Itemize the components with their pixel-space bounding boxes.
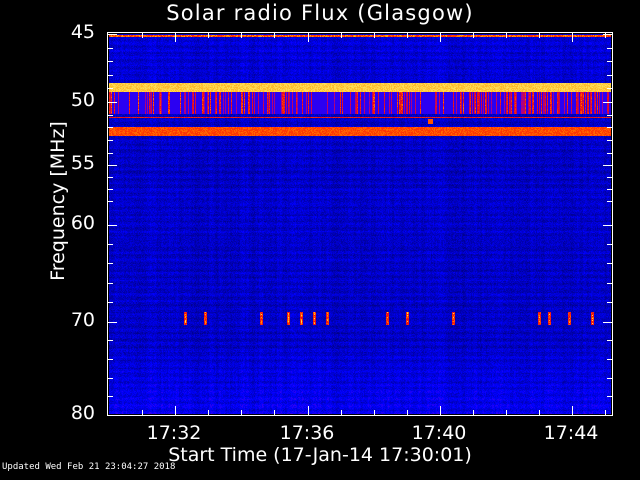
x-axis-minor-tick (241, 410, 242, 415)
y-axis-minor-tick (108, 302, 113, 303)
y-axis-minor-tick (108, 244, 113, 245)
y-axis-minor-tick (108, 127, 113, 128)
y-axis-minor-tick-right (607, 115, 612, 116)
y-axis-tick-label: 50 (70, 89, 95, 111)
y-axis-minor-tick-right (607, 75, 612, 76)
y-axis-minor-tick-right (607, 359, 612, 360)
x-axis-major-tick (440, 406, 441, 415)
y-axis-minor-tick-right (607, 48, 612, 49)
x-axis-major-tick-top (175, 33, 176, 42)
y-axis-minor-tick-right (607, 140, 612, 141)
y-axis-minor-tick (108, 75, 113, 76)
y-axis-tick-label: 45 (70, 21, 95, 43)
y-axis-minor-tick (108, 378, 113, 379)
x-axis-major-tick-top (308, 33, 309, 42)
y-axis-minor-tick (108, 61, 113, 62)
y-axis-minor-tick (108, 189, 113, 190)
y-axis-minor-tick-right (607, 340, 612, 341)
x-axis-major-tick-top (572, 33, 573, 42)
y-axis-major-tick-right (603, 34, 612, 35)
x-axis-minor-tick (374, 410, 375, 415)
y-axis-minor-tick (108, 140, 113, 141)
y-axis-major-tick (108, 102, 117, 103)
y-axis-major-tick-right (603, 102, 612, 103)
x-axis-minor-tick-top (341, 33, 342, 38)
y-axis-major-tick-right (603, 322, 612, 323)
x-axis-minor-tick-top (274, 33, 275, 38)
x-axis-minor-tick-top (142, 33, 143, 38)
y-axis-minor-tick (108, 283, 113, 284)
y-axis-minor-tick-right (607, 263, 612, 264)
y-axis-minor-tick-right (607, 201, 612, 202)
spectrogram-image (109, 34, 611, 414)
x-axis-minor-tick-top (605, 33, 606, 38)
x-axis-minor-tick (539, 410, 540, 415)
x-axis-minor-tick (142, 410, 143, 415)
y-axis-minor-tick (108, 359, 113, 360)
plot-area[interactable] (107, 32, 613, 416)
y-axis-minor-tick-right (607, 283, 612, 284)
x-axis-minor-tick-top (539, 33, 540, 38)
y-axis-major-tick (108, 165, 117, 166)
y-axis-minor-tick (108, 115, 113, 116)
updated-timestamp: Updated Wed Feb 21 23:04:27 2018 (2, 462, 176, 472)
y-axis-minor-tick (108, 340, 113, 341)
x-axis-minor-tick (208, 410, 209, 415)
x-axis-minor-tick-top (374, 33, 375, 38)
x-axis-tick-label: 17:32 (146, 422, 202, 444)
y-axis-minor-tick-right (607, 302, 612, 303)
x-axis-minor-tick (274, 410, 275, 415)
x-axis-title: Start Time (17-Jan-14 17:30:01) (168, 444, 472, 466)
x-axis-minor-tick-top (506, 33, 507, 38)
x-axis-minor-tick (506, 410, 507, 415)
y-axis-major-tick (108, 34, 117, 35)
y-axis-minor-tick-right (607, 189, 612, 190)
x-axis-minor-tick-top (208, 33, 209, 38)
x-axis-minor-tick (605, 410, 606, 415)
y-axis-minor-tick-right (607, 153, 612, 154)
y-axis-minor-tick-right (607, 88, 612, 89)
y-axis-major-tick-right (603, 165, 612, 166)
y-axis-major-tick-right (603, 415, 612, 416)
x-axis-minor-tick (341, 410, 342, 415)
y-axis-minor-tick (108, 48, 113, 49)
y-axis-tick-labels: 45 50 55 60 70 80 (0, 0, 103, 480)
x-axis-minor-tick (407, 410, 408, 415)
y-axis-minor-tick (108, 201, 113, 202)
y-axis-minor-tick-right (607, 177, 612, 178)
y-axis-minor-tick (108, 177, 113, 178)
x-axis-minor-tick-top (407, 33, 408, 38)
x-axis-minor-tick-top (241, 33, 242, 38)
y-axis-minor-tick (108, 396, 113, 397)
y-axis-minor-tick-right (607, 378, 612, 379)
y-axis-major-tick-right (603, 225, 612, 226)
y-axis-minor-tick (108, 153, 113, 154)
y-axis-tick-label: 60 (70, 212, 95, 234)
y-axis-minor-tick-right (607, 396, 612, 397)
y-axis-major-tick (108, 415, 117, 416)
x-axis-tick-label: 17:36 (279, 422, 335, 444)
y-axis-major-tick (108, 322, 117, 323)
y-axis-tick-label: 80 (70, 402, 95, 424)
x-axis-major-tick (175, 406, 176, 415)
x-axis-minor-tick-top (473, 33, 474, 38)
page-title: Solar radio Flux (Glasgow) (166, 1, 474, 25)
y-axis-minor-tick-right (607, 127, 612, 128)
x-axis-major-tick-top (440, 33, 441, 42)
y-axis-minor-tick-right (607, 244, 612, 245)
x-axis-minor-tick (473, 410, 474, 415)
y-axis-tick-label: 70 (70, 309, 95, 331)
x-axis-tick-label: 17:40 (411, 422, 467, 444)
y-axis-minor-tick (108, 88, 113, 89)
x-axis-major-tick (308, 406, 309, 415)
x-axis-tick-label: 17:44 (543, 422, 599, 444)
y-axis-title: Frequency [MHz] (47, 121, 69, 281)
y-axis-minor-tick-right (607, 61, 612, 62)
y-axis-major-tick (108, 225, 117, 226)
x-axis-major-tick (572, 406, 573, 415)
y-axis-tick-label: 55 (70, 152, 95, 174)
y-axis-minor-tick (108, 263, 113, 264)
